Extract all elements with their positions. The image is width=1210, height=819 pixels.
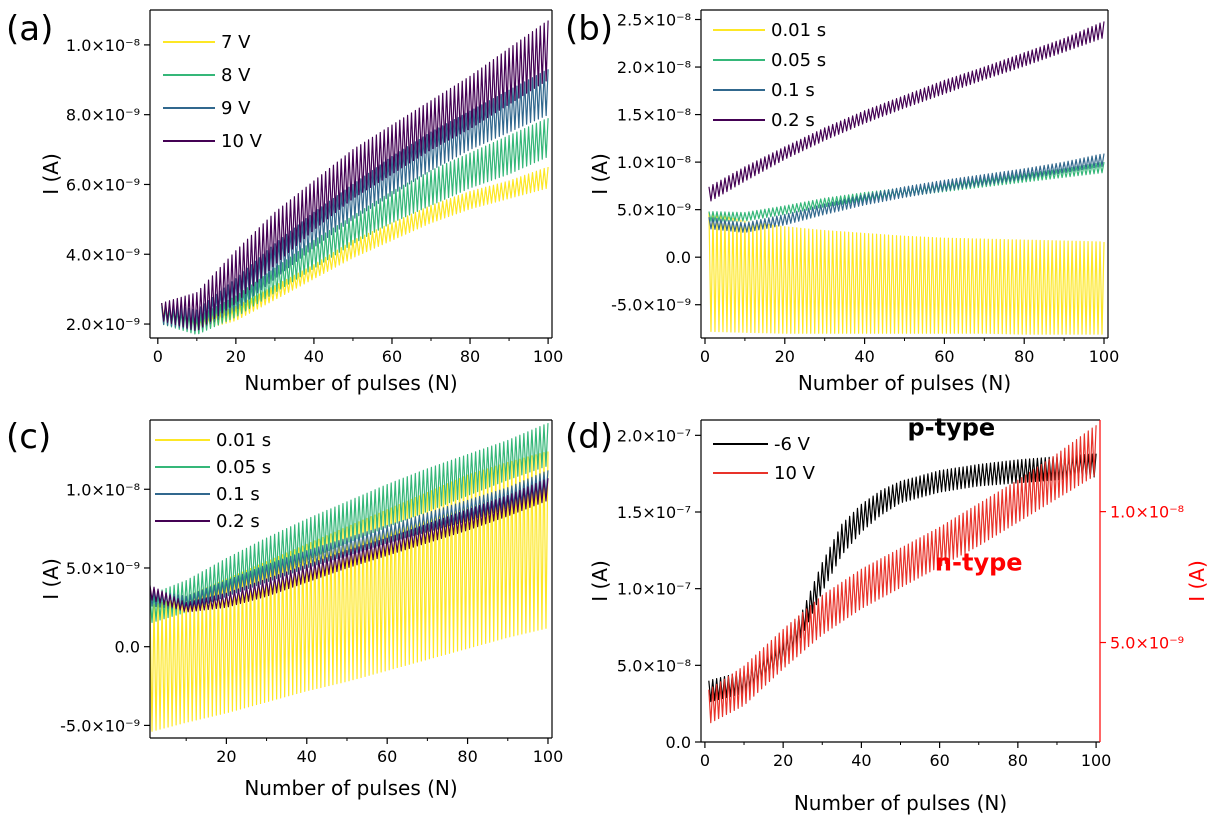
series-line-3	[150, 470, 549, 611]
panel-label: (c)	[6, 417, 51, 457]
series-line-2	[708, 425, 1097, 724]
x-tick-label: 20	[775, 347, 795, 366]
y-tick-label: 1.0×10⁻⁸	[66, 36, 140, 55]
y-tick-label: 1.5×10⁻⁸	[617, 106, 691, 125]
y-tick-label: 4.0×10⁻⁹	[66, 245, 140, 264]
x-tick-label: 20	[773, 751, 793, 770]
x-tick-label: 80	[1008, 751, 1028, 770]
legend-label: 0.05 s	[771, 50, 826, 71]
x-tick-label: 100	[533, 747, 564, 766]
x-tick-label: 80	[460, 347, 480, 366]
panel-a: 0 20 40 60 80 100 2.0×10⁻⁹ 4.0×10⁻⁹ 6.0×10⁻⁹ 8.0×…	[6, 9, 563, 395]
x-axis-title: Number of pulses (N)	[244, 776, 457, 800]
legend-label: 0.1 s	[771, 80, 815, 101]
plot-area	[161, 20, 549, 335]
x-tick-label: 0	[153, 347, 163, 366]
annotation-label: p-type	[907, 413, 995, 441]
x-tick-label: 40	[851, 751, 871, 770]
series-line-4	[708, 21, 1105, 202]
y-axis-title: I (A)	[588, 560, 612, 602]
legend: 0.01 s 0.05 s 0.1 s 0.2 s	[713, 20, 826, 131]
legend-label: 7 V	[221, 32, 251, 53]
x-tick-label: 20	[226, 347, 246, 366]
panel-d: 0 20 40 60 80 100 0.0 5.0×10⁻⁸ 1.0×10⁻⁷ 1.5×10⁻⁷ 2…	[565, 413, 1209, 815]
legend-label: 10 V	[774, 463, 816, 484]
x-tick-label: 0	[700, 347, 710, 366]
y-tick-label: 0.0	[666, 733, 691, 752]
series-line-1	[150, 451, 549, 732]
x-tick-label: 20	[216, 747, 236, 766]
y-tick-label: 6.0×10⁻⁹	[66, 175, 140, 194]
y-tick-label: 1.5×10⁻⁷	[617, 503, 691, 522]
plot-area	[150, 423, 549, 732]
legend: 7 V 8 V 9 V 10 V	[163, 32, 263, 152]
y-tick-label: 5.0×10⁻⁹	[66, 559, 140, 578]
series-line-1	[161, 166, 549, 332]
x-tick-label: 100	[1081, 751, 1112, 770]
y-tick-label: -5.0×10⁻⁹	[611, 296, 691, 315]
legend-label: 0.2 s	[216, 511, 260, 532]
x-tick-label: 60	[382, 347, 402, 366]
x-tick-label: 100	[1089, 347, 1120, 366]
legend-label: 0.01 s	[771, 20, 826, 41]
legend-label: 0.05 s	[216, 457, 271, 478]
x-axis-title: Number of pulses (N)	[794, 791, 1007, 815]
y-tick-label: 1.0×10⁻⁸	[617, 153, 691, 172]
annotation-label: n-type	[935, 548, 1023, 576]
series-line-2	[161, 118, 549, 335]
x-tick-label: 60	[934, 347, 954, 366]
y-tick-label: 5.0×10⁻⁹	[617, 201, 691, 220]
series-line-4	[150, 478, 549, 613]
x-tick-label: 60	[929, 751, 949, 770]
panel-b: 0 20 40 60 80 100 -5.0×10⁻⁹ 0.0 5.0×10⁻⁹ 1.0×10⁻⁸…	[565, 9, 1119, 395]
y-tick-label: 2.0×10⁻⁷	[617, 426, 691, 445]
x-tick-label: 100	[533, 347, 564, 366]
y2-tick-label: 1.0×10⁻⁸	[1110, 503, 1184, 522]
y-tick-label: 2.5×10⁻⁸	[617, 11, 691, 30]
legend: -6 V 10 V	[713, 434, 816, 484]
legend-label: 0.2 s	[771, 110, 815, 131]
x-tick-label: 60	[377, 747, 397, 766]
legend-label: 0.01 s	[216, 430, 271, 451]
series-line-3	[161, 69, 549, 332]
series-line-3	[708, 153, 1105, 233]
series-line-1	[708, 212, 1105, 335]
legend-label: 10 V	[221, 131, 263, 152]
x-tick-label: 80	[457, 747, 477, 766]
plot-area	[708, 21, 1105, 335]
y-axis-title: I (A)	[39, 153, 63, 195]
panel-label: (b)	[565, 9, 613, 49]
y-tick-label: 8.0×10⁻⁹	[66, 106, 140, 125]
y-tick-label: 2.0×10⁻⁹	[66, 315, 140, 334]
y2-tick-label: 5.0×10⁻⁹	[1110, 634, 1184, 653]
y2-axis-title: I (A)	[1185, 560, 1209, 602]
y-tick-label: 2.0×10⁻⁸	[617, 58, 691, 77]
legend-label: 8 V	[221, 65, 251, 86]
y-tick-label: 1.0×10⁻⁷	[617, 580, 691, 599]
legend-label: 0.1 s	[216, 484, 260, 505]
legend-label: 9 V	[221, 98, 251, 119]
y-tick-label: 0.0	[666, 248, 691, 267]
legend: 0.01 s 0.05 s 0.1 s 0.2 s	[155, 430, 271, 532]
y-tick-label: -5.0×10⁻⁹	[60, 716, 140, 735]
panel-label: (d)	[565, 417, 613, 457]
panel-label: (a)	[6, 9, 53, 49]
x-tick-label: 40	[854, 347, 874, 366]
y-axis-title: I (A)	[588, 153, 612, 195]
plot-area	[708, 425, 1097, 724]
series-line-4	[161, 20, 549, 332]
x-axis-title: Number of pulses (N)	[798, 371, 1011, 395]
x-tick-label: 40	[297, 747, 317, 766]
y-axis-title: I (A)	[39, 558, 63, 600]
y-tick-label: 0.0	[115, 638, 140, 657]
y-tick-label: 5.0×10⁻⁸	[617, 656, 691, 675]
x-tick-label: 80	[1014, 347, 1034, 366]
x-tick-label: 0	[700, 751, 710, 770]
y-tick-label: 1.0×10⁻⁸	[66, 480, 140, 499]
legend-label: -6 V	[774, 434, 811, 455]
panel-c: 20 40 60 80 100 -5.0×10⁻⁹ 0.0 5.0×10⁻⁹ 1.0×10⁻⁸ N…	[6, 417, 563, 800]
x-tick-label: 40	[304, 347, 324, 366]
x-axis-title: Number of pulses (N)	[244, 371, 457, 395]
